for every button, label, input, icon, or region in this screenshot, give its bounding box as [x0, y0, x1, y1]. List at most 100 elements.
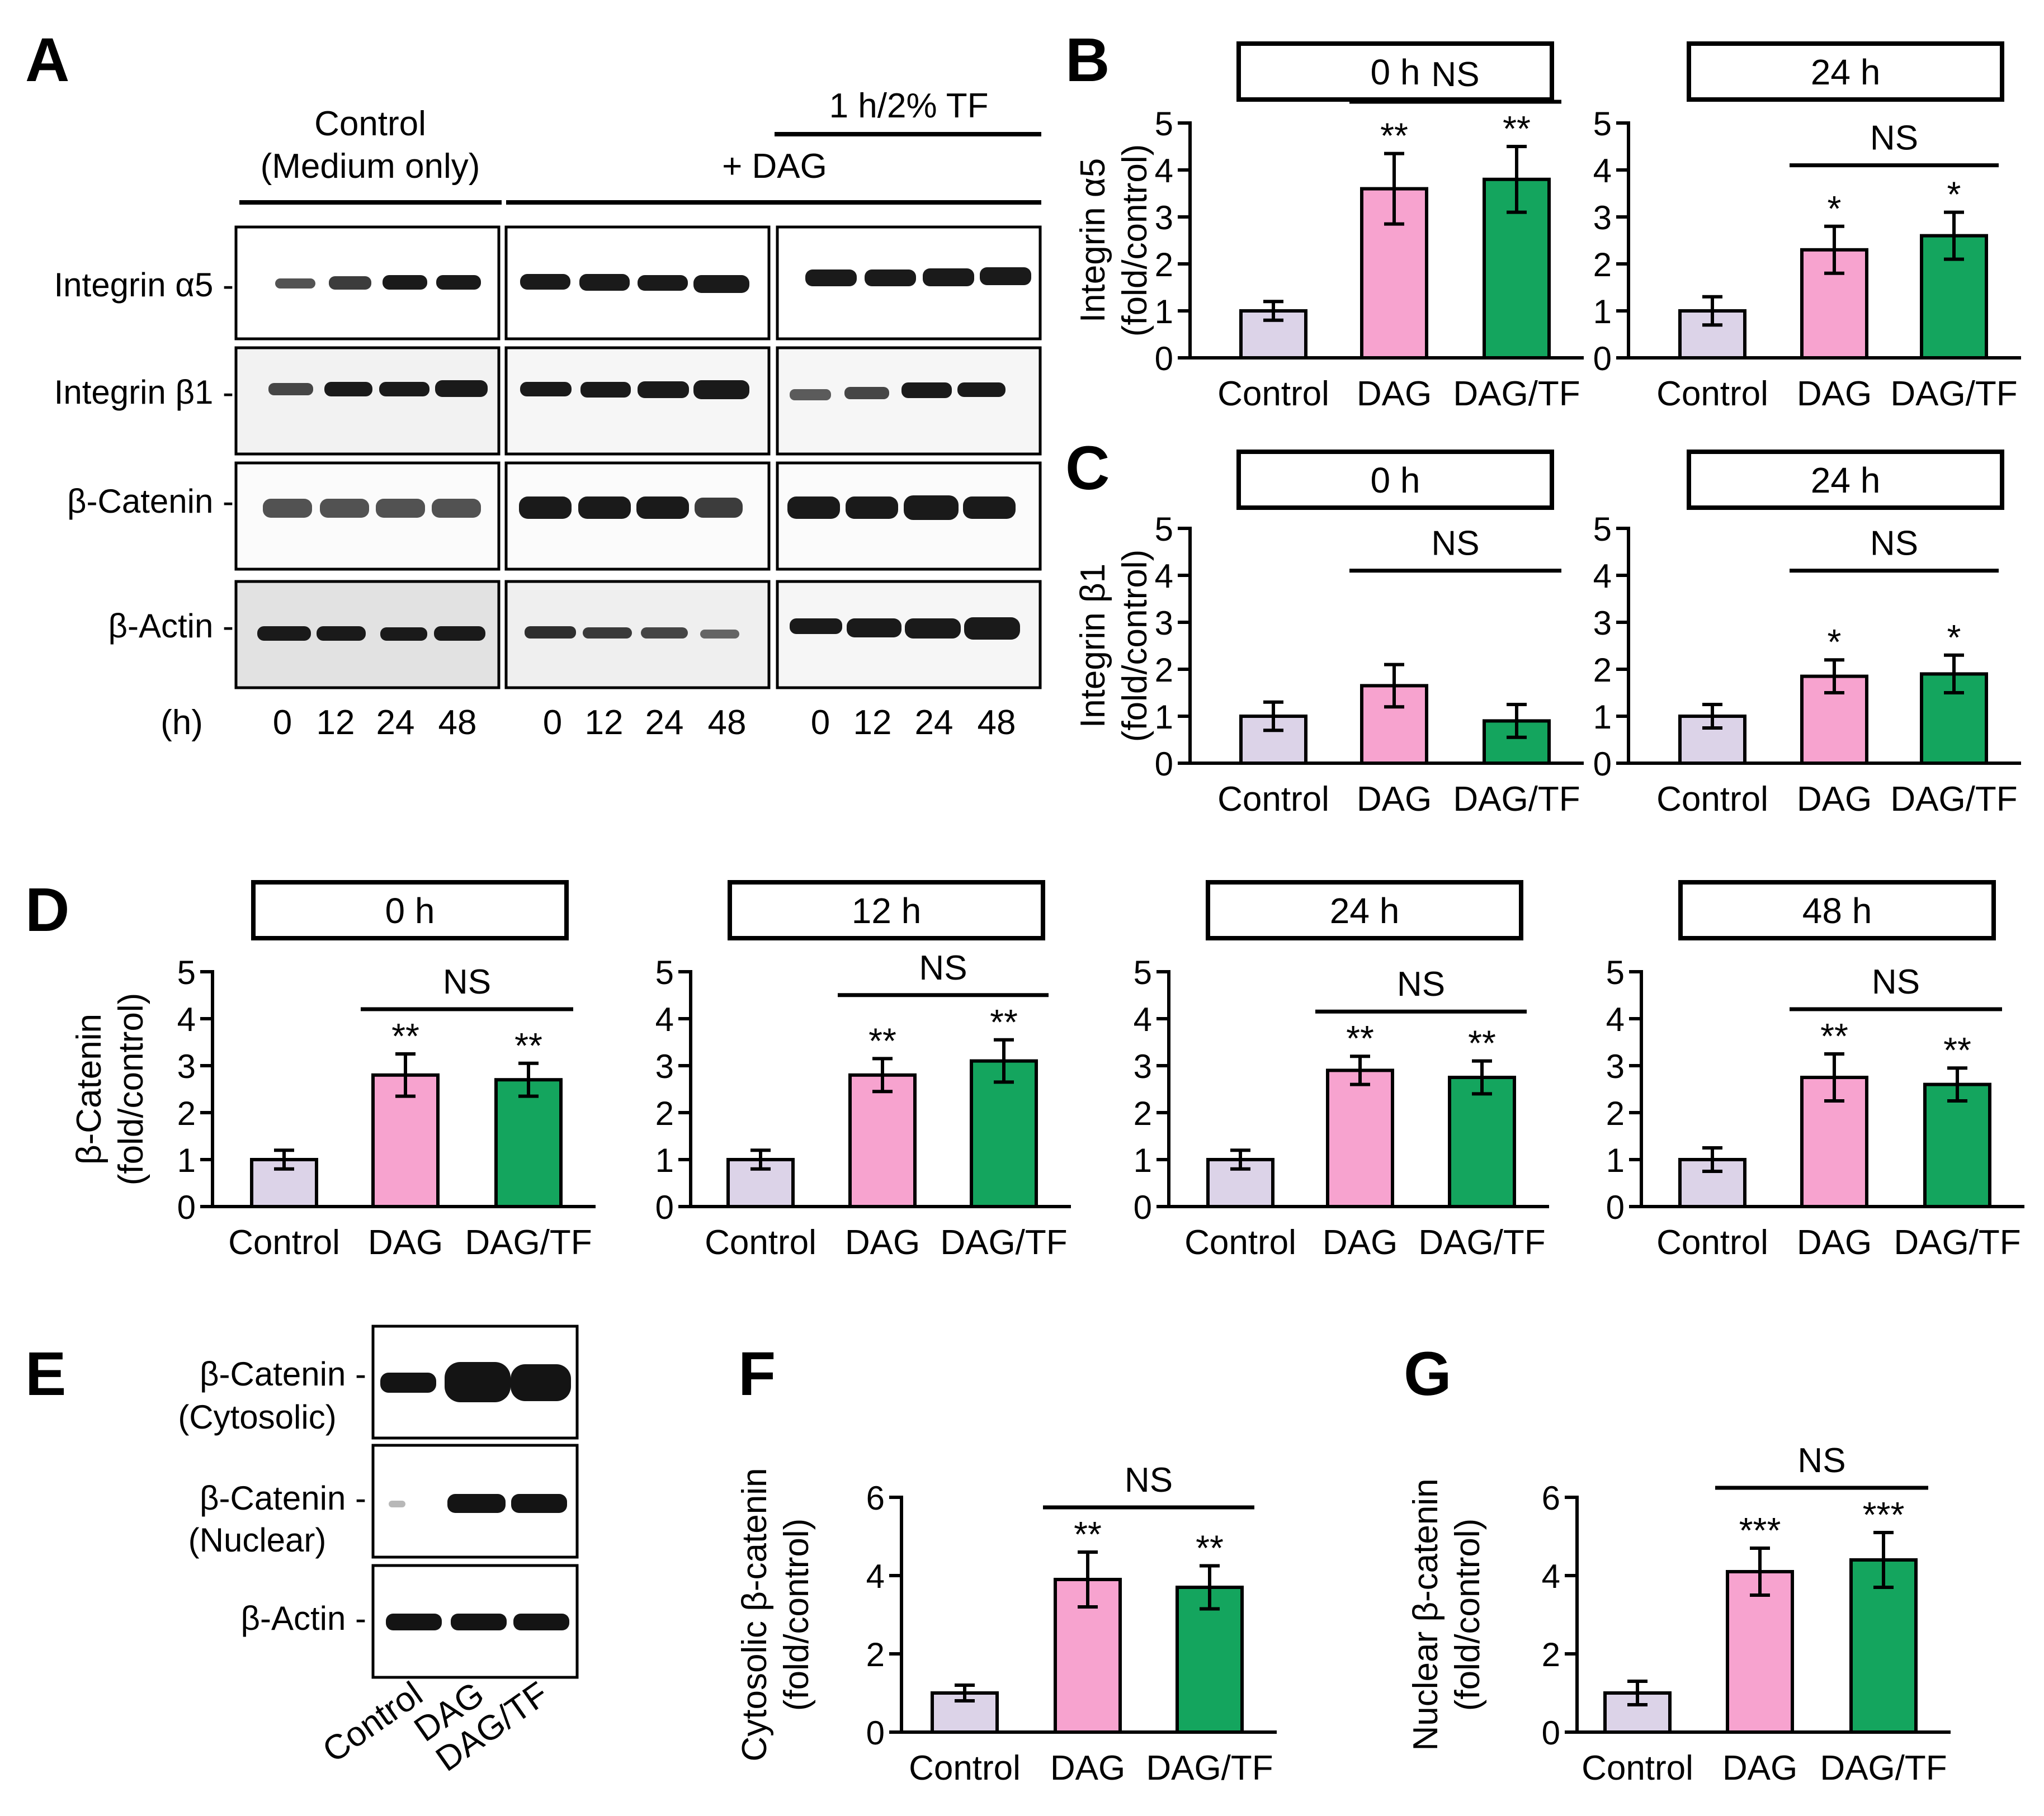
y-tick-label: 4 [866, 1558, 885, 1595]
y-tick-label: 0 [1134, 1189, 1152, 1226]
time-label: 24 [645, 703, 684, 742]
y-axis-label: (fold/control) [1448, 1519, 1487, 1711]
chart-d48: 48 h 0 1 2 3 4 5 Control ** DAG ** DAG/TF NS [1606, 880, 2024, 1262]
y-tick-label: 4 [1606, 1001, 1625, 1038]
y-tick-label: 3 [1593, 199, 1612, 237]
y-axis-label: Integrin β1 [1074, 564, 1112, 728]
band [578, 496, 631, 519]
title-box [1236, 450, 1554, 510]
band [905, 618, 961, 639]
y-axis-label: Cytosolic β-catenin [735, 1468, 774, 1762]
y-tick-label: 1 [1134, 1142, 1152, 1179]
y-tick-label: 5 [1593, 105, 1612, 143]
x-tick-label: DAG/TF [1418, 1223, 1545, 1262]
significance-stars: * [1947, 174, 1961, 215]
chart-d24: 24 h 0 1 2 3 4 5 Control ** DAG ** DAG/TF NS [1134, 880, 1549, 1262]
row-label-integrin-b1: Integrin β1 - [54, 373, 234, 411]
x-tick-label: DAG [845, 1223, 920, 1262]
bar-dag-tf [494, 1078, 563, 1208]
ns-label: NS [1125, 1461, 1173, 1500]
chart-g: G Nuclear β-catenin (fold/control) 0 2 4 6 Cont… [1404, 1340, 1951, 1787]
time-label: 0 [543, 703, 562, 742]
y-tick-label: 0 [866, 1714, 885, 1752]
blot-g1-row2 [234, 346, 501, 456]
bar-dag [1726, 1570, 1794, 1734]
y-tick-label: 2 [1606, 1095, 1625, 1132]
y-tick-label: 0 [1155, 340, 1173, 377]
title-box [728, 880, 1045, 940]
significance-stars: ** [868, 1020, 896, 1061]
band [324, 382, 372, 396]
chart-title: 0 h [1371, 52, 1420, 92]
e-row1-line2: (Cytosolic) [178, 1398, 336, 1436]
e-row2-line1: β-Catenin - [200, 1479, 366, 1517]
band [329, 276, 371, 290]
band [380, 1373, 436, 1393]
x-tick-label: DAG [1797, 1223, 1872, 1262]
y-tick-label: 0 [1606, 1189, 1625, 1226]
significance-stars: ** [514, 1025, 542, 1066]
chart-title: 48 h [1802, 891, 1872, 931]
bar-dag-tf [1448, 1076, 1516, 1208]
panel-e: E β-Catenin - (Cytosolic) β-Catenin - (N… [25, 1325, 579, 1779]
blot-g2-row2 [504, 346, 771, 456]
band [901, 382, 952, 398]
significance-stars: ** [1468, 1023, 1496, 1063]
x-tick-label: Control [228, 1223, 340, 1262]
y-tick-label: 5 [177, 954, 196, 991]
band [386, 1614, 442, 1630]
panel-a: A Control (Medium only) 1 h/2% TF + DAG … [25, 26, 1042, 742]
x-tick-label: Control [1582, 1749, 1693, 1787]
band [904, 495, 959, 520]
ns-label: NS [1797, 1441, 1845, 1480]
time-label: 24 [915, 703, 953, 742]
band [432, 499, 481, 518]
chart-d0: D 0 h β-Catenin (fold/control) 0 1 2 3 4 5 Control… [25, 876, 596, 1262]
y-tick-label: 0 [1155, 745, 1173, 783]
band [511, 1364, 571, 1401]
bar-dag [848, 1073, 917, 1209]
row-label-b-actin: β-Actin - [108, 607, 234, 645]
band [436, 275, 481, 290]
ns-label: NS [919, 949, 967, 987]
significance-stars: ** [1503, 108, 1531, 149]
y-axis-label: (fold/control) [777, 1519, 816, 1711]
y-tick-label: 2 [177, 1095, 196, 1132]
band [846, 496, 898, 519]
time-label: 0 [811, 703, 830, 742]
chart-d12: 12 h 0 1 2 3 4 5 Control ** DAG ** DAG/TF NS [655, 880, 1071, 1262]
chart-title: 24 h [1330, 891, 1400, 931]
panel-a-letter: A [25, 26, 69, 94]
x-tick-label: DAG/TF [1890, 780, 2017, 819]
band [700, 630, 739, 639]
panel-letter: C [1065, 434, 1110, 503]
y-tick-label: 2 [1134, 1095, 1152, 1132]
ns-label: NS [1872, 963, 1920, 1001]
y-tick-label: 6 [866, 1479, 885, 1517]
significance-stars: * [1828, 188, 1842, 229]
y-tick-label: 1 [655, 1142, 674, 1179]
band [519, 496, 572, 519]
band [445, 1362, 511, 1402]
x-tick-label: DAG/TF [1453, 780, 1580, 819]
chart-title: 0 h [1371, 460, 1420, 500]
bar-dag [1326, 1068, 1394, 1209]
significance-stars: * [1947, 617, 1961, 658]
y-tick-label: 1 [177, 1142, 196, 1179]
row-label-integrin-a5: Integrin α5 - [54, 266, 234, 304]
y-tick-label: 4 [655, 1001, 674, 1038]
ns-label: NS [1431, 524, 1479, 563]
y-tick-label: 5 [1155, 105, 1173, 143]
x-tick-label: DAG/TF [465, 1223, 592, 1262]
y-tick-label: 2 [1155, 246, 1173, 283]
time-label: 48 [978, 703, 1016, 742]
title-box [1687, 450, 2004, 510]
chart-title: 12 h [852, 891, 922, 931]
band [865, 269, 916, 286]
y-tick-label: 3 [1593, 604, 1612, 642]
significance-stars: *** [1739, 1510, 1781, 1550]
band [638, 381, 689, 398]
control-label-line1: Control [314, 105, 426, 143]
x-tick-label: DAG/TF [1453, 375, 1580, 413]
y-tick-label: 2 [1593, 246, 1612, 283]
